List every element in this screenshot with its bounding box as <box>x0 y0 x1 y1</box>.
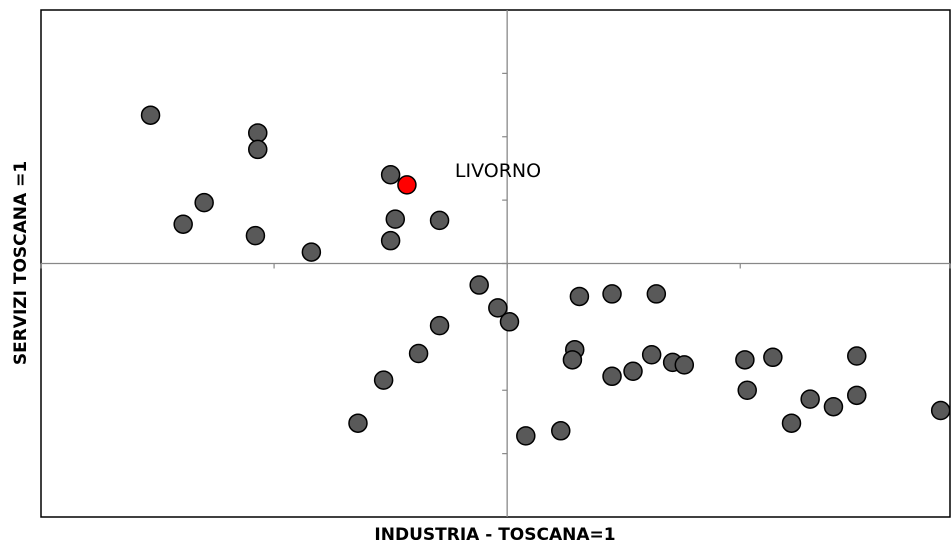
data-point <box>801 390 819 408</box>
data-point <box>738 381 756 399</box>
data-point <box>431 317 449 335</box>
data-point <box>246 227 264 245</box>
data-point <box>142 106 160 124</box>
data-point <box>174 215 192 233</box>
data-point <box>764 348 782 366</box>
data-point <box>643 346 661 364</box>
x-axis-title: INDUSTRIA - TOSCANA=1 <box>374 525 615 545</box>
data-point <box>848 347 866 365</box>
data-point <box>470 276 488 294</box>
data-point <box>349 414 367 432</box>
data-point <box>386 210 404 228</box>
y-axis-title: SERVIZI TOSCANA =1 <box>11 161 31 365</box>
data-point <box>675 356 693 374</box>
data-point <box>302 243 320 261</box>
data-point <box>603 367 621 385</box>
data-point <box>500 313 518 331</box>
highlight-label: LIVORNO <box>455 160 541 182</box>
data-point <box>848 386 866 404</box>
data-point <box>552 422 570 440</box>
data-point <box>603 285 621 303</box>
data-point <box>570 287 588 305</box>
data-point <box>249 124 267 142</box>
data-point <box>563 351 581 369</box>
data-point <box>517 427 535 445</box>
data-point <box>647 285 665 303</box>
data-point <box>195 194 213 212</box>
highlight-point <box>398 176 416 194</box>
data-point <box>375 371 393 389</box>
data-point <box>783 414 801 432</box>
data-point <box>382 166 400 184</box>
data-point <box>624 362 642 380</box>
data-point <box>382 232 400 250</box>
data-point <box>410 344 428 362</box>
data-point <box>249 140 267 158</box>
data-point <box>736 351 754 369</box>
data-point <box>431 211 449 229</box>
data-point <box>824 398 842 416</box>
data-point <box>932 402 950 420</box>
